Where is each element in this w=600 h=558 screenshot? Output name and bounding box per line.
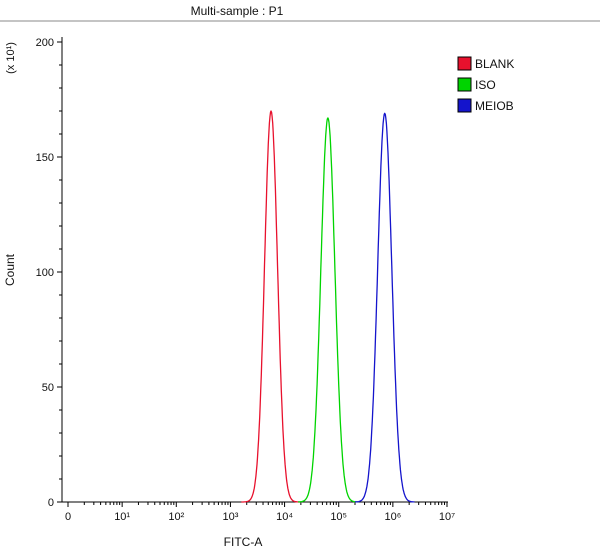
x-tick-label: 0 <box>65 511 71 523</box>
legend-swatch-iso <box>457 77 472 92</box>
y-tick-label: 0 <box>48 497 54 509</box>
x-tick-label: 10⁴ <box>276 511 293 523</box>
x-tick-label: 10² <box>168 511 184 523</box>
legend: BLANK ISO MEIOB <box>457 56 514 113</box>
histogram-curve-iso <box>297 117 358 503</box>
curves <box>241 110 415 503</box>
x-tick-label: 10⁷ <box>439 511 455 523</box>
x-tick-label: 10¹ <box>114 511 130 523</box>
y-axis-label: Count <box>3 253 17 286</box>
y-tick-label: 50 <box>42 382 54 394</box>
histogram-curve-meiob <box>354 112 415 503</box>
y-tick-label: 150 <box>36 152 54 164</box>
legend-label-blank: BLANK <box>475 57 514 71</box>
y-axis-unit-label: (x 10¹) <box>5 42 17 74</box>
y-tick-label: 200 <box>36 37 54 49</box>
x-tick-label: 10⁶ <box>384 511 401 523</box>
x-axis-label: FITC-A <box>224 535 263 549</box>
x-tick-label: 10³ <box>222 511 238 523</box>
histogram-curve-blank <box>241 110 301 503</box>
legend-swatch-blank <box>457 56 472 71</box>
legend-label-meiob: MEIOB <box>475 99 514 113</box>
legend-swatch-meiob <box>457 98 472 113</box>
legend-label-iso: ISO <box>475 78 496 92</box>
chart-title: Multi-sample : P1 <box>191 4 284 18</box>
y-tick-label: 100 <box>36 267 54 279</box>
x-tick-label: 10⁵ <box>330 511 347 523</box>
axes: 0 50 100 150 200 0 10¹ 10² 10³ 10⁴ 10⁵ 10⁶ 10⁷ <box>36 37 455 523</box>
